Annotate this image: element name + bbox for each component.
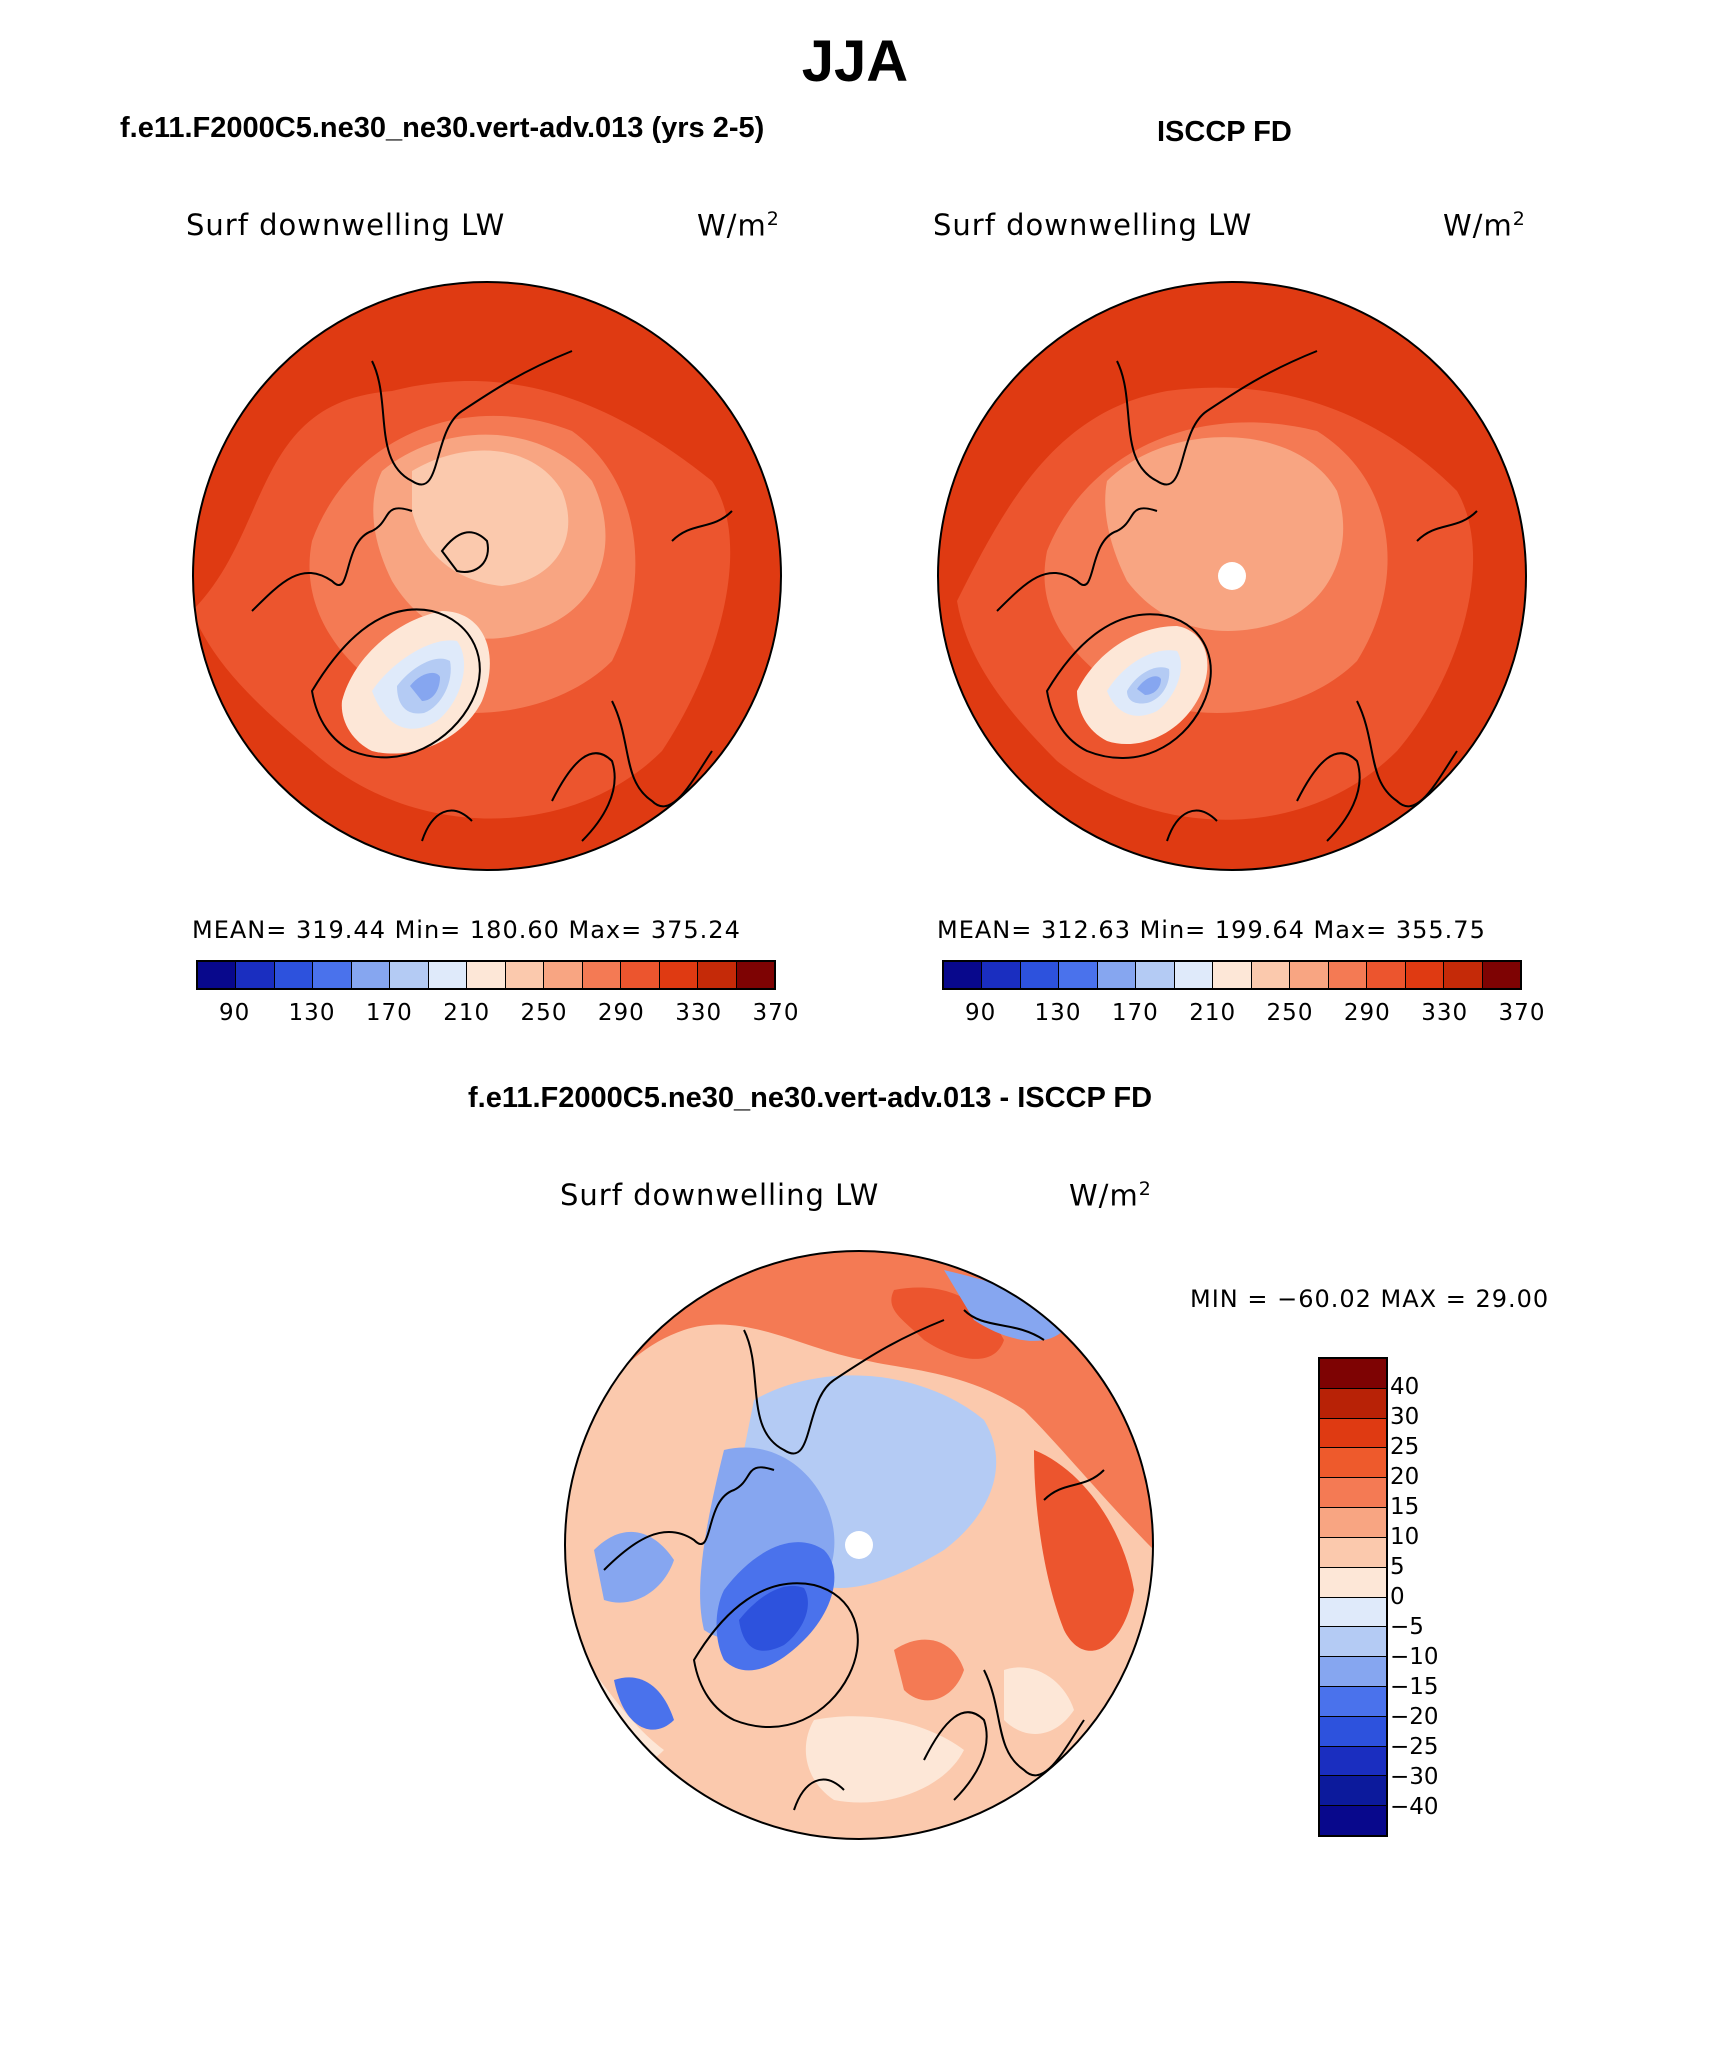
model-colorbar [196,960,776,990]
colorbar-tick-label: 25 [1390,1434,1420,1460]
colorbar-swatch [1444,962,1483,988]
colorbar-swatch [274,962,314,988]
colorbar-tick-label: 250 [520,1000,568,1026]
colorbar-swatch [1320,1686,1386,1717]
colorbar-swatch [1213,962,1252,988]
colorbar-swatch [1320,1388,1386,1419]
colorbar-tick-label: 20 [1390,1464,1420,1490]
colorbar-swatch [1320,1418,1386,1449]
colorbar-tick-label: 15 [1390,1494,1420,1520]
diff-minmax: MIN = −60.02 MAX = 29.00 [1190,1285,1550,1313]
colorbar-swatch [736,962,775,988]
colorbar-swatch [1320,1567,1386,1598]
colorbar-swatch [1320,1657,1386,1687]
colorbar-swatch [698,962,737,988]
colorbar-swatch [1251,962,1291,988]
colorbar-tick-label: 0 [1390,1584,1405,1610]
colorbar-swatch [621,962,660,988]
colorbar-swatch [1320,1537,1386,1568]
colorbar-tick-label: 370 [1498,1000,1546,1026]
colorbar-tick-label: 90 [219,1000,251,1026]
diff-case-title: f.e11.F2000C5.ne30_ne30.vert-adv.013 - I… [468,1082,1153,1114]
colorbar-tick-label: −30 [1390,1764,1439,1790]
obs-variable-label: Surf downwelling LW [933,208,1253,242]
colorbar-swatch [582,962,622,988]
colorbar-swatch [1320,1597,1386,1628]
colorbar-tick-label: 130 [288,1000,336,1026]
colorbar-swatch [505,962,545,988]
colorbar-swatch [1097,962,1137,988]
colorbar-swatch [1320,1478,1386,1509]
colorbar-swatch [1320,1448,1386,1479]
diff-units-label: W/m2 [1069,1178,1152,1213]
colorbar-swatch [1290,962,1329,988]
obs-units-label: W/m2 [1443,208,1526,243]
colorbar-tick-label: −40 [1390,1794,1439,1820]
diff-variable-label: Surf downwelling LW [560,1178,880,1212]
obs-stats: MEAN= 312.63 Min= 199.64 Max= 355.75 [937,916,1486,944]
colorbar-tick-label: −5 [1390,1614,1424,1640]
model-variable-label: Surf downwelling LW [186,208,506,242]
colorbar-swatch [1320,1776,1386,1807]
model-case-title: f.e11.F2000C5.ne30_ne30.vert-adv.013 (yr… [120,112,765,144]
colorbar-swatch [467,962,506,988]
colorbar-swatch [313,962,352,988]
colorbar-swatch [1320,1746,1386,1777]
model-stats: MEAN= 319.44 Min= 180.60 Max= 375.24 [192,916,741,944]
colorbar-tick-label: −20 [1390,1704,1439,1730]
colorbar-swatch [1482,962,1521,988]
colorbar-tick-label: 30 [1390,1404,1420,1430]
colorbar-swatch [236,962,275,988]
diff-colorbar-ticks: 40 30 25 20 15 10 5 0 −5 −10 −15 −20 −25 −30 −40 [1390,1357,1510,1837]
colorbar-swatch [1320,1627,1386,1658]
colorbar-swatch [1174,962,1214,988]
colorbar-tick-label: −15 [1390,1674,1439,1700]
colorbar-tick-label: 210 [1189,1000,1237,1026]
colorbar-tick-label: 170 [1111,1000,1159,1026]
colorbar-swatch [351,962,391,988]
model-colorbar-ticks: 90 130 170 210 250 290 330 370 [196,1000,798,1030]
colorbar-swatch [1320,1716,1386,1747]
diff-colorbar [1318,1357,1388,1837]
colorbar-swatch [1136,962,1175,988]
model-polar-map [192,281,782,871]
colorbar-swatch [1320,1359,1386,1389]
colorbar-swatch [982,962,1021,988]
obs-case-title: ISCCP FD [1157,116,1292,148]
colorbar-swatch [1020,962,1060,988]
obs-colorbar-ticks: 90 130 170 210 250 290 330 370 [942,1000,1544,1030]
colorbar-tick-label: −10 [1390,1644,1439,1670]
colorbar-tick-label: 170 [365,1000,413,1026]
colorbar-swatch [1320,1508,1386,1538]
colorbar-tick-label: 90 [965,1000,997,1026]
colorbar-tick-label: 5 [1390,1554,1405,1580]
colorbar-tick-label: 130 [1034,1000,1082,1026]
colorbar-swatch [1059,962,1098,988]
colorbar-swatch [390,962,429,988]
colorbar-tick-label: −25 [1390,1734,1439,1760]
page-title: JJA [801,29,909,94]
obs-polar-map [937,281,1527,871]
colorbar-tick-label: 10 [1390,1524,1420,1550]
colorbar-swatch [1367,962,1406,988]
colorbar-swatch [659,962,699,988]
model-units-label: W/m2 [697,208,780,243]
colorbar-tick-label: 290 [1343,1000,1391,1026]
colorbar-tick-label: 330 [1421,1000,1469,1026]
obs-colorbar [942,960,1522,990]
colorbar-swatch [198,962,237,988]
colorbar-tick-label: 330 [675,1000,723,1026]
colorbar-swatch [1405,962,1445,988]
colorbar-tick-label: 40 [1390,1374,1420,1400]
colorbar-tick-label: 290 [597,1000,645,1026]
colorbar-swatch [1328,962,1368,988]
colorbar-tick-label: 370 [752,1000,800,1026]
colorbar-tick-label: 250 [1266,1000,1314,1026]
colorbar-swatch [544,962,583,988]
colorbar-swatch [428,962,468,988]
colorbar-tick-label: 210 [443,1000,491,1026]
colorbar-swatch [944,962,983,988]
diff-polar-map [564,1250,1154,1840]
colorbar-swatch [1320,1806,1386,1835]
